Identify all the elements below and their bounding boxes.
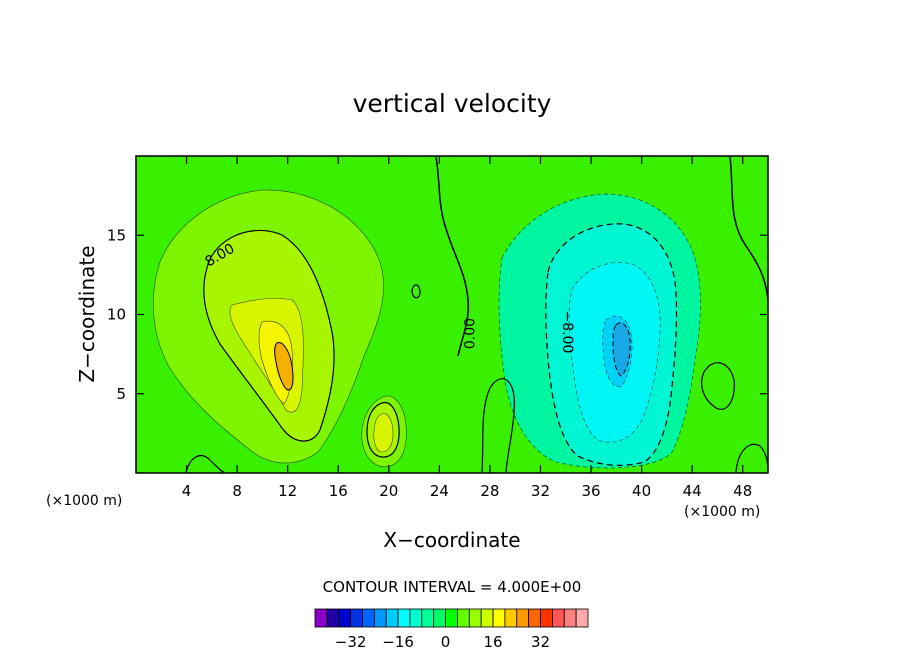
zero-contour-small-lobe	[701, 362, 735, 410]
x-tick-label: 4	[182, 482, 192, 500]
x-tick-label: 32	[531, 482, 550, 500]
colorbar-tick-label: 16	[483, 633, 502, 651]
colorbar-swatch	[385, 608, 399, 628]
zero-contour-lower-left	[185, 455, 225, 473]
x-tick-label: 8	[232, 482, 242, 500]
colorbar-swatch	[421, 608, 435, 628]
contour-fill-minus20	[612, 322, 631, 377]
colorbar-tick-label: 0	[441, 633, 451, 651]
colorbar-swatch	[575, 608, 589, 628]
colorbar-swatch	[516, 608, 530, 628]
x-tick-label: 24	[430, 482, 449, 500]
contour-fill-plus20	[274, 342, 294, 391]
colorbar-tick-label: −32	[335, 633, 367, 651]
colorbar-tick-label: 32	[531, 633, 550, 651]
chart-title: vertical velocity	[353, 89, 552, 118]
colorbar-swatch	[492, 608, 506, 628]
colorbar-swatch	[362, 608, 375, 628]
colorbar-tick-label: −16	[382, 633, 414, 651]
x-tick-label: 44	[683, 482, 702, 500]
x-axis-ticks: 4 8 12 16 20 24 28 32 36 40 44 48	[182, 156, 752, 500]
colorbar-swatch	[468, 608, 482, 628]
zero-contour-blob	[411, 284, 421, 299]
colorbar-swatch	[457, 608, 470, 628]
colorbar-swatch	[373, 608, 387, 628]
x-axis-label: X−coordinate	[383, 528, 520, 552]
colorbar-swatch	[338, 608, 352, 628]
y-axis-ticks: 5 10 15	[107, 226, 768, 403]
x-tick-label: 20	[379, 482, 398, 500]
x-tick-label: 40	[632, 482, 651, 500]
colorbar-swatch	[326, 608, 340, 628]
x-tick-label: 16	[329, 482, 348, 500]
colorbar-swatch	[350, 608, 363, 628]
contour-fill-cell-plus12	[373, 413, 394, 453]
y-axis-label: Z−coordinate	[75, 245, 99, 382]
contour-interval-text: CONTOUR INTERVAL = 4.000E+00	[323, 578, 582, 596]
y-tick-label: 5	[116, 385, 126, 403]
x-tick-label: 12	[278, 482, 297, 500]
colorbar-swatch	[314, 608, 328, 628]
colorbar-swatch	[504, 608, 518, 628]
x-unit-left: (×1000 m)	[46, 493, 122, 509]
y-tick-label: 10	[107, 306, 126, 324]
colorbar: −32 −16 0 16 32	[314, 608, 589, 651]
colorbar-swatch	[397, 608, 411, 628]
contour-label: 0.00	[463, 318, 479, 349]
colorbar-swatch	[563, 608, 577, 628]
colorbar-swatch	[528, 608, 541, 628]
x-unit-right: (×1000 m)	[684, 504, 760, 520]
x-tick-label: 36	[581, 482, 600, 500]
x-tick-label: 48	[733, 482, 752, 500]
colorbar-swatch	[551, 608, 565, 628]
contour-fill	[153, 156, 768, 473]
zero-contour-middle	[481, 378, 515, 473]
colorbar-swatch	[480, 608, 494, 628]
zero-contour-right	[729, 156, 768, 301]
y-tick-label: 15	[107, 226, 126, 244]
colorbar-swatch	[445, 608, 458, 628]
x-tick-label: 28	[480, 482, 499, 500]
contour-label: −8.00	[559, 310, 575, 353]
colorbar-swatch	[433, 608, 446, 628]
colorbar-swatch	[409, 608, 423, 628]
zero-contour-line	[435, 156, 470, 357]
colorbar-swatch	[540, 608, 553, 628]
